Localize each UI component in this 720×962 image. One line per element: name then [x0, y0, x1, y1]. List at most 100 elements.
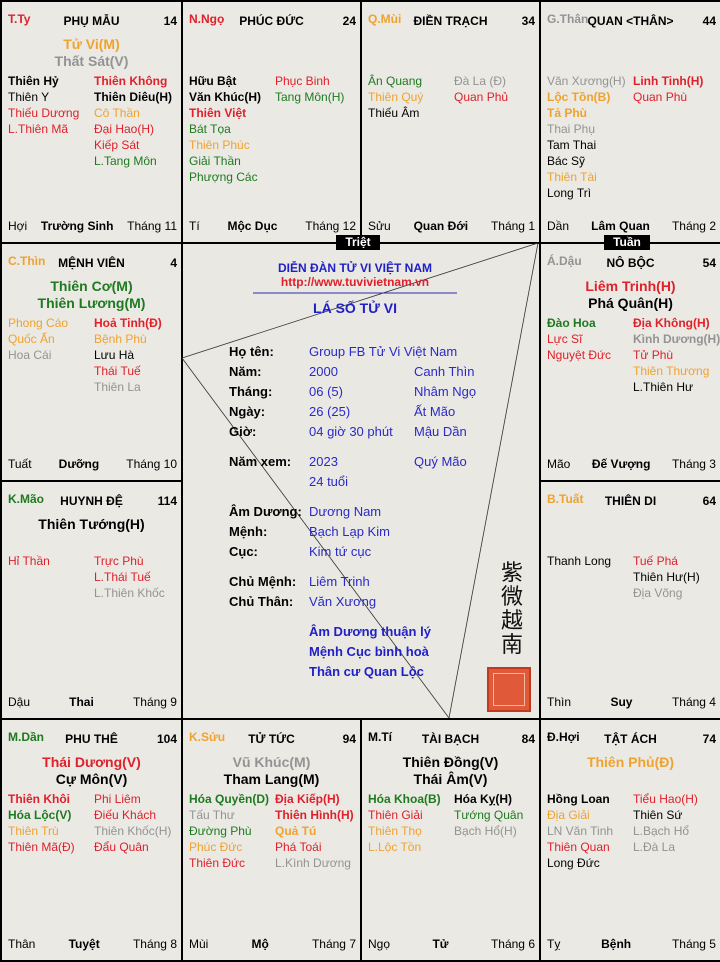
info-can-chi: Quý Mão — [414, 454, 467, 469]
minor-stars-left: Văn Xương(H) Lộc Tồn(B) Tả Phù Thai Phụ Tam … — [547, 73, 626, 201]
palace-month: Tháng 2 — [671, 219, 716, 233]
minor-star: Hoa Cái — [8, 348, 52, 362]
minor-star: Kiếp Sát — [94, 138, 140, 152]
minor-star: Tấu Thư — [189, 808, 235, 822]
minor-stars-right: Địa Kiếp(H) Thiên Hình(H) Quả Tú Phá Toái L.… — [275, 791, 354, 871]
minor-star: Quả Tú — [275, 824, 317, 838]
minor-stars-left: Hóa Quyền(D) Tấu Thư Đường Phù Phúc Đức Thiê… — [189, 791, 269, 871]
center-info-panel: DIỄN ĐÀN TỬ VI VIỆT NAM http://www.tuviv… — [181, 242, 541, 720]
minor-stars-right: Địa Không(H) Kình Dương(H) Tử Phù Thiên Thư… — [633, 315, 720, 395]
palace-cell[interactable]: K.Sửu TỬ TỨC 94 Vũ Khúc(M) Tham Lang(M) Hóa Q… — [181, 718, 362, 962]
info-label: Cục: — [229, 544, 258, 559]
palace-header: K.Sửu TỬ TỨC 94 — [183, 730, 360, 748]
minor-star: Đào Hoa — [547, 316, 596, 330]
palace-name: THIÊN DI — [604, 494, 657, 508]
palace-stage: Dưỡng — [58, 457, 100, 471]
minor-star: L.Tang Môn — [94, 154, 157, 168]
minor-star: Hóa Lộc(V) — [8, 808, 72, 822]
palace-cell[interactable]: B.Tuất THIÊN DI 64 Thanh Long Tuế Phá Thiên H… — [539, 480, 720, 720]
palace-cell[interactable]: C.Thìn MỆNH VIÊN 4 Thiên Cơ(M) Thiên Lương(M… — [0, 242, 183, 482]
palace-header: M.Dần PHU THÊ 104 — [2, 730, 181, 748]
palace-age: 24 — [342, 14, 356, 28]
palace-age: 54 — [702, 256, 716, 270]
minor-star: Thiên Việt — [189, 106, 247, 120]
palace-month: Tháng 5 — [671, 937, 716, 951]
palace-can-chi: Đ.Hợi — [547, 730, 580, 744]
palace-stage: Bệnh — [601, 937, 632, 951]
minor-star: Thiên Phúc — [189, 138, 250, 152]
info-label: Chủ Mệnh: — [229, 574, 297, 589]
palace-cell[interactable]: Á.Dậu NÔ BỘC 54 Liêm Trinh(H) Phá Quân(H) Đào… — [539, 242, 720, 482]
minor-star: Quốc Ấn — [8, 332, 55, 346]
palace-name: HUYNH ĐỆ — [60, 494, 123, 508]
palace-name: TÀI BẠCH — [421, 732, 480, 746]
minor-star: Thai Phụ — [547, 122, 596, 136]
palace-stage: Mộ — [251, 937, 269, 951]
minor-stars-right: Linh Tinh(H) Quan Phù — [633, 73, 703, 105]
minor-star: Thiên Giải — [368, 808, 423, 822]
minor-star: Điếu Khách — [94, 808, 157, 822]
main-stars: Liêm Trinh(H) Phá Quân(H) — [541, 278, 720, 312]
palace-cell[interactable]: N.Ngọ PHÚC ĐỨC 24 Hữu Bật Văn Khúc(H) Thiên V… — [181, 0, 362, 244]
main-star: Thất Sát(V) — [54, 53, 129, 69]
palace-cell[interactable]: M.Tí TÀI BẠCH 84 Thiên Đồng(V) Thái Âm(V) Hóa… — [360, 718, 541, 962]
minor-star: Đà La (Đ) — [454, 74, 507, 88]
minor-star: Thiên Diêu(H) — [94, 90, 172, 104]
minor-star: Hữu Bật — [189, 74, 237, 88]
main-star: Cự Môn(V) — [55, 771, 128, 787]
minor-star: Địa Võng — [633, 586, 683, 600]
palace-cell[interactable]: M.Dần PHU THÊ 104 Thái Dương(V) Cự Môn(V) Thi… — [0, 718, 183, 962]
palace-footer: Mùi Mộ Tháng 7 — [189, 937, 356, 951]
info-can-chi: Ất Mão — [414, 404, 456, 419]
chart-note: Thân cư Quan Lộc — [309, 664, 424, 679]
palace-branch: Sửu — [368, 219, 391, 233]
palace-can-chi: G.Thân — [547, 12, 589, 26]
forum-url[interactable]: http://www.tuvivietnam.vn — [280, 275, 430, 289]
palace-age: 94 — [342, 732, 356, 746]
minor-star: Thiên Thương — [633, 364, 710, 378]
minor-star: Thiếu Dương — [8, 106, 80, 120]
seal-stamp-icon — [487, 667, 531, 712]
palace-stage: Thai — [69, 695, 94, 709]
minor-star: Thiên Hư(H) — [633, 570, 700, 584]
minor-star: Thiên La — [94, 380, 141, 394]
info-value: 04 giờ 30 phút — [309, 424, 393, 439]
info-label: Năm xem: — [229, 454, 292, 469]
palace-cell[interactable]: K.Mão HUYNH ĐỆ 114 Thiên Tướng(H) Hỉ Thần Trự… — [0, 480, 183, 720]
minor-stars-right: Tuế Phá Thiên Hư(H) Địa Võng — [633, 553, 700, 601]
palace-header: T.Ty PHỤ MẪU 14 — [2, 12, 181, 30]
main-stars: Thiên Cơ(M) Thiên Lương(M) — [2, 278, 181, 312]
palace-branch: Thìn — [547, 695, 572, 709]
palace-cell[interactable]: G.Thân QUAN <THÂN> 44 Văn Xương(H) Lộc Tồn(B… — [539, 0, 720, 244]
palace-stage: Quan Đới — [413, 219, 469, 233]
triet-marker: Triệt — [336, 235, 380, 250]
main-star: Liêm Trinh(H) — [585, 278, 676, 294]
minor-stars-left: Hồng Loan Địa Giải LN Văn Tinh Thiên Quan Lo… — [547, 791, 613, 871]
minor-star: Bệnh Phù — [94, 332, 147, 346]
minor-star: L.Bạch Hổ — [633, 824, 690, 838]
minor-star: Quan Phù — [633, 90, 688, 104]
palace-cell[interactable]: Đ.Hợi TẬT ÁCH 74 Thiên Phủ(Đ) Hồng Loan Địa G… — [539, 718, 720, 962]
info-value: 24 tuổi — [309, 474, 349, 489]
palace-month: Tháng 8 — [132, 937, 177, 951]
minor-star: Cô Thần — [94, 106, 140, 120]
minor-stars-left: Hỉ Thần — [8, 553, 50, 569]
minor-star: Nguyệt Đức — [547, 348, 612, 362]
palace-can-chi: M.Dần — [8, 730, 44, 744]
main-star: Phá Quân(H) — [588, 295, 673, 311]
minor-stars-left: Ân Quang Thiên Quý Thiếu Âm — [368, 73, 423, 121]
palace-cell[interactable]: T.Ty PHỤ MẪU 14 Tử Vi(M) Thất Sát(V) Thiên Hỷ… — [0, 0, 183, 244]
main-stars: Thái Dương(V) Cự Môn(V) — [2, 754, 181, 788]
palace-stage: Lâm Quan — [591, 219, 650, 233]
minor-star: Phượng Các — [189, 170, 258, 184]
minor-star: Trực Phù — [94, 554, 144, 568]
palace-cell[interactable]: Q.Mùi ĐIỀN TRẠCH 34 Ân Quang Thiên Quý Thiếu … — [360, 0, 541, 244]
info-label: Mệnh: — [229, 524, 268, 539]
palace-header: G.Thân QUAN <THÂN> 44 — [541, 12, 720, 30]
minor-star: Thiên Hỷ — [8, 74, 59, 88]
palace-footer: Dần Lâm Quan Tháng 2 — [547, 219, 716, 233]
main-star: Thiên Tướng(H) — [38, 516, 145, 532]
info-label: Giờ: — [229, 424, 257, 439]
minor-star: L.Thiên Mã — [8, 122, 69, 136]
palace-branch: Dậu — [8, 695, 31, 709]
